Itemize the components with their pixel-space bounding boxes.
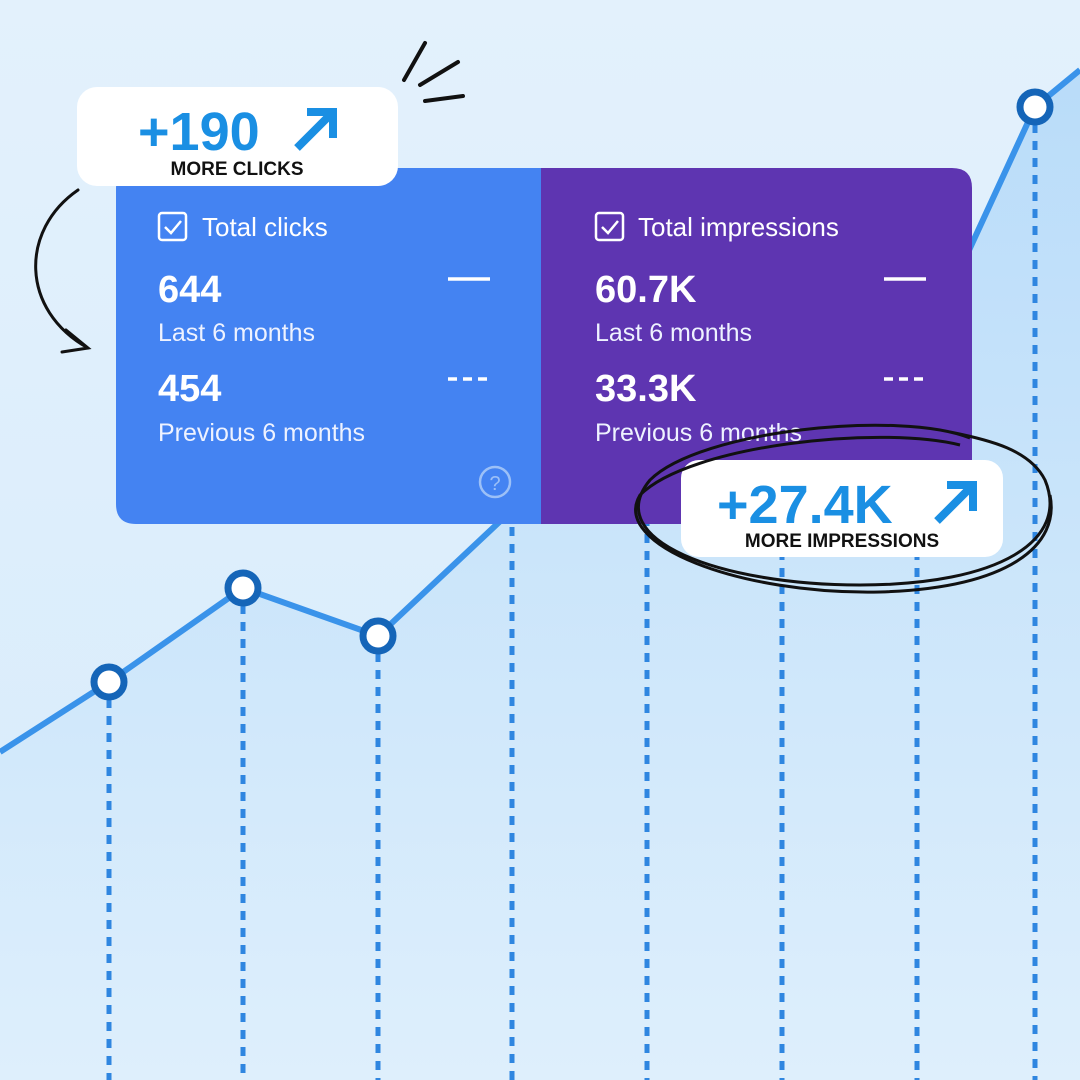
metric-previous: 33.3K — [595, 368, 697, 410]
checkboxes — [157, 211, 625, 242]
metric-title: Total impressions — [638, 212, 839, 242]
area — [0, 70, 1080, 1080]
scribble-circle — [634, 423, 1053, 594]
impressions-panel — [541, 168, 972, 524]
metric-previous-label: Previous 6 months — [595, 419, 802, 447]
metric-current: 644 — [158, 269, 221, 311]
callout-value: +190 — [138, 102, 260, 162]
callout-box — [681, 460, 1003, 557]
metric-current: 60.7K — [595, 269, 697, 311]
guides — [106, 107, 1038, 1080]
callout-label: MORE CLICKS — [171, 159, 304, 180]
metric-current-label: Last 6 months — [158, 319, 315, 347]
legend-lines — [448, 277, 926, 381]
up-arrow — [934, 481, 977, 524]
points — [90, 88, 1054, 701]
clicks-panel — [116, 168, 541, 524]
metric-previous-label: Previous 6 months — [158, 419, 365, 447]
accent-marks — [402, 41, 465, 103]
callout-value: +27.4K — [717, 475, 893, 535]
curved-arrow — [34, 188, 92, 354]
help-icon[interactable]: ? — [478, 465, 512, 499]
metric-previous: 454 — [158, 368, 221, 410]
trend-line — [0, 67, 1080, 755]
svg-text:?: ? — [489, 473, 500, 495]
metric-title: Total clicks — [202, 212, 328, 242]
callout-label: MORE IMPRESSIONS — [745, 531, 939, 552]
up-arrow — [294, 108, 337, 151]
metric-current-label: Last 6 months — [595, 319, 752, 347]
